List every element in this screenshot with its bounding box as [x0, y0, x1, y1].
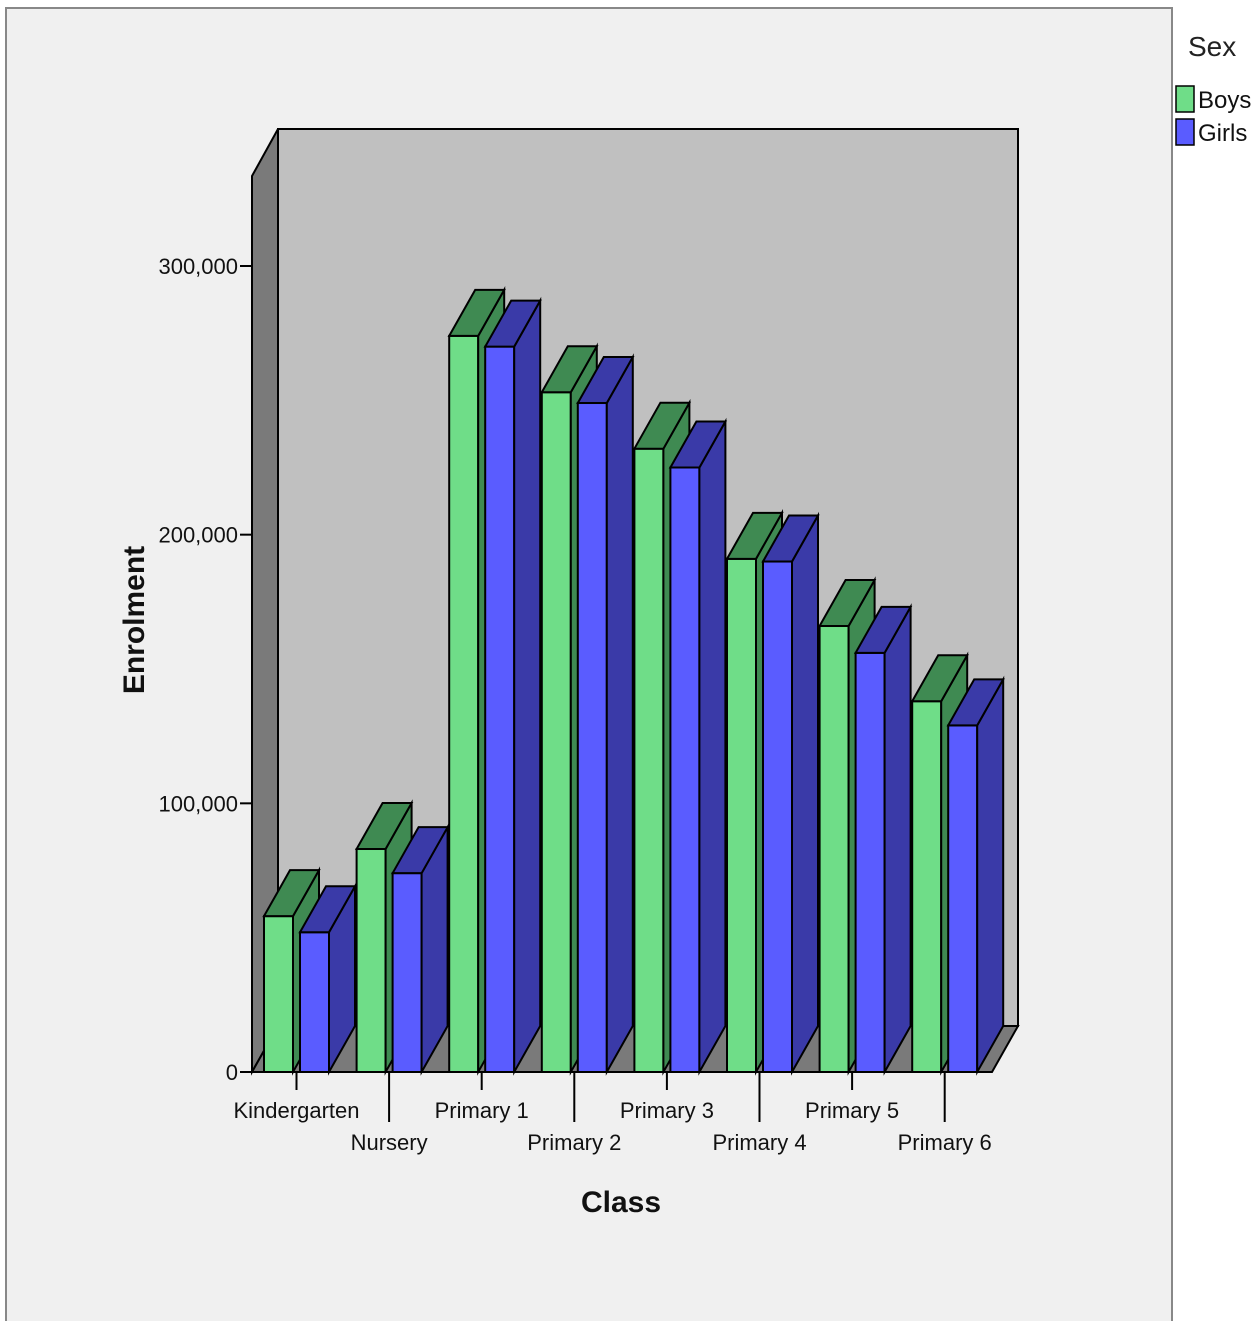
bar-front: [448, 334, 480, 1073]
x-tick-label: Primary 4: [712, 1130, 806, 1155]
bar-top: [725, 511, 784, 560]
bar-front: [633, 447, 665, 1073]
bar-front: [911, 700, 943, 1073]
legend-title: Sex: [1188, 31, 1236, 62]
x-axis-title: Class: [581, 1186, 661, 1219]
bar-top: [817, 579, 877, 628]
bar-front: [947, 724, 979, 1073]
legend-swatch: [1175, 85, 1195, 113]
y-tick-label: 0: [226, 1060, 238, 1085]
bar-top: [632, 401, 692, 450]
bar-top: [298, 885, 357, 934]
x-tick-label: Primary 2: [527, 1130, 621, 1155]
bar-front: [854, 651, 886, 1073]
bar-side: [976, 675, 1005, 1076]
bar-top: [354, 802, 414, 851]
bar-girls-primary-2: [576, 353, 635, 1076]
legend-item-boys: Boys: [1175, 85, 1251, 114]
x-axis-ticks: Kindergarten Nursery Primary 1 Primary 2 Pri…: [234, 1072, 992, 1155]
bar-top: [853, 605, 913, 654]
x-tick-label: Kindergarten: [234, 1098, 360, 1123]
bar-girls-primary-5: [853, 603, 913, 1076]
y-axis-ticks: 0 100,000 200,000 300,000: [158, 254, 252, 1085]
bar-top: [262, 869, 321, 918]
bar-front: [355, 848, 387, 1073]
bar-top: [540, 345, 599, 394]
x-tick-label: Primary 3: [620, 1098, 714, 1123]
bar-side: [513, 296, 542, 1076]
bar-top: [668, 420, 728, 469]
bar-girls-primary-4: [761, 511, 820, 1076]
bar-front: [576, 402, 608, 1073]
bar-front: [263, 915, 294, 1073]
bar-top: [910, 654, 969, 703]
bar-side: [605, 353, 634, 1076]
x-tick-label: Primary 6: [898, 1130, 992, 1155]
bar-side: [791, 511, 819, 1076]
bar-front: [669, 466, 701, 1073]
bar-front: [484, 345, 516, 1074]
bar-front: [818, 625, 850, 1073]
bar-side: [883, 603, 912, 1076]
bar-girls-primary-1: [483, 296, 542, 1076]
legend-label: Boys: [1198, 87, 1251, 114]
y-tick-label: 200,000: [158, 523, 238, 548]
legend-label: Girls: [1198, 120, 1247, 147]
bars: [262, 286, 1005, 1076]
bar-girls-primary-3: [668, 417, 728, 1076]
y-tick-label: 300,000: [158, 254, 238, 279]
bar-front: [726, 557, 757, 1073]
bar-top: [447, 288, 506, 337]
x-tick-label: Primary 1: [435, 1098, 529, 1123]
bar-top: [483, 299, 542, 348]
bar-top: [761, 514, 820, 563]
bar-front: [540, 391, 572, 1074]
y-tick-label: 100,000: [158, 791, 238, 816]
y-axis-title: Enrolment: [118, 546, 151, 694]
bar-girls-kindergarten: [298, 882, 357, 1076]
bar-girls-nursery: [390, 823, 450, 1076]
bar-top: [390, 826, 450, 875]
bar-front: [762, 560, 793, 1073]
legend: Sex Boys Girls: [1175, 31, 1251, 147]
bar-side: [698, 417, 727, 1076]
bar-front: [299, 931, 330, 1073]
bar-top: [576, 356, 635, 405]
bar-front: [391, 872, 423, 1073]
legend-swatch: [1175, 118, 1195, 146]
bar-girls-primary-6: [946, 675, 1005, 1076]
bar-top: [946, 678, 1005, 727]
x-tick-label: Nursery: [351, 1130, 428, 1155]
x-tick-label: Primary 5: [805, 1098, 899, 1123]
legend-item-girls: Girls: [1175, 118, 1247, 147]
